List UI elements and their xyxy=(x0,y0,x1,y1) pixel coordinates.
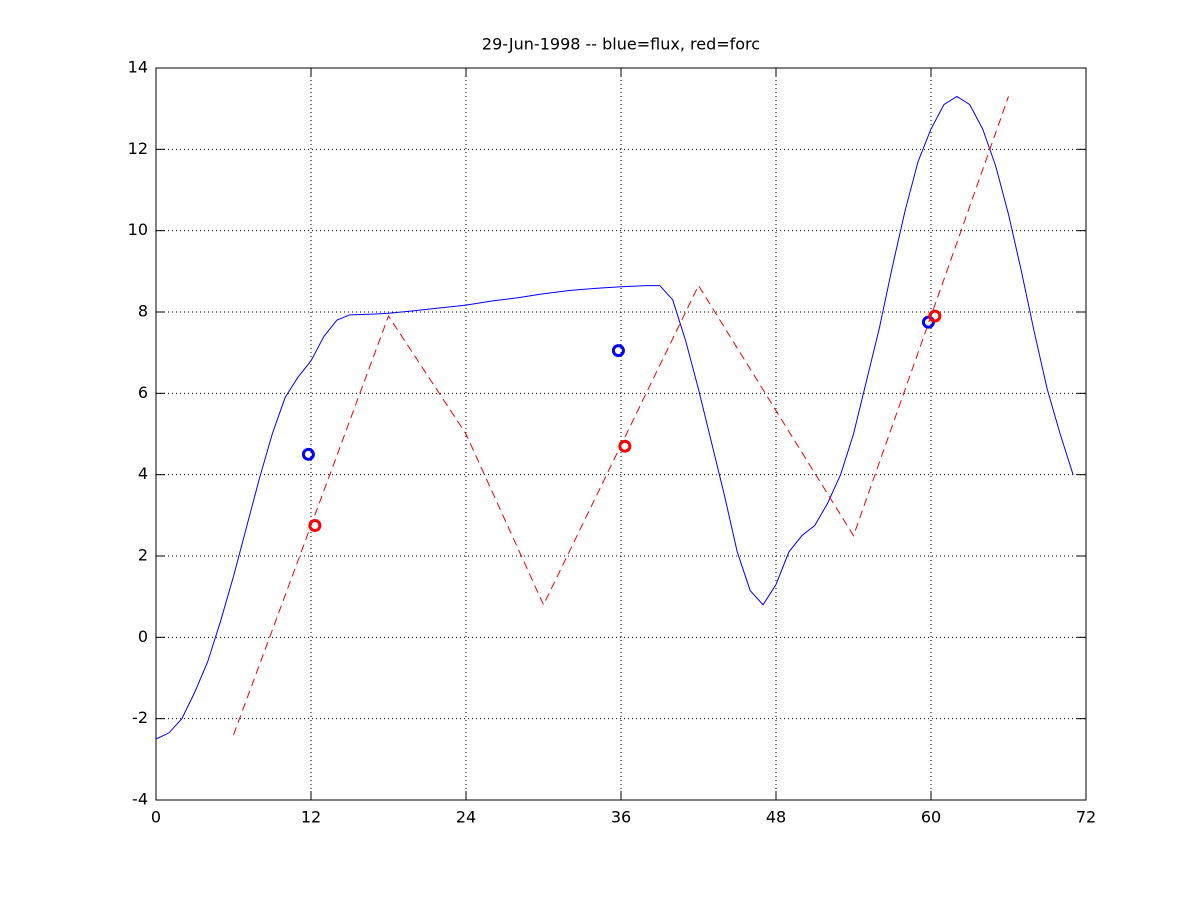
plot-frame xyxy=(155,67,1087,801)
x-tick-label: 60 xyxy=(921,808,941,827)
chart-title: 29-Jun-1998 -- blue=flux, red=forc xyxy=(482,35,760,54)
y-tick-label: 0 xyxy=(138,627,148,646)
marker xyxy=(308,519,322,532)
y-tick-label: 4 xyxy=(138,464,148,483)
y-tick-label: 8 xyxy=(138,302,148,321)
marker xyxy=(301,447,315,461)
x-tick-label: 48 xyxy=(766,808,786,827)
x-tick-label: 24 xyxy=(456,808,476,827)
x-tick-label: 72 xyxy=(1076,808,1096,827)
y-tick-label: -4 xyxy=(132,790,148,809)
x-tick-label: 36 xyxy=(611,808,631,827)
y-tick-label: -2 xyxy=(132,708,148,727)
y-tick-label: 10 xyxy=(128,220,148,239)
marker xyxy=(611,344,625,358)
series-line xyxy=(233,96,1009,736)
x-tick-label: 0 xyxy=(151,808,161,827)
y-tick-label: 6 xyxy=(138,383,148,402)
y-tick-label: 2 xyxy=(138,546,148,565)
x-tick-label: 12 xyxy=(301,808,321,827)
series-line xyxy=(155,95,1074,740)
y-tick-label: 12 xyxy=(128,139,148,158)
marker xyxy=(618,439,632,453)
y-tick-label: 14 xyxy=(128,58,148,77)
marker xyxy=(928,309,942,323)
